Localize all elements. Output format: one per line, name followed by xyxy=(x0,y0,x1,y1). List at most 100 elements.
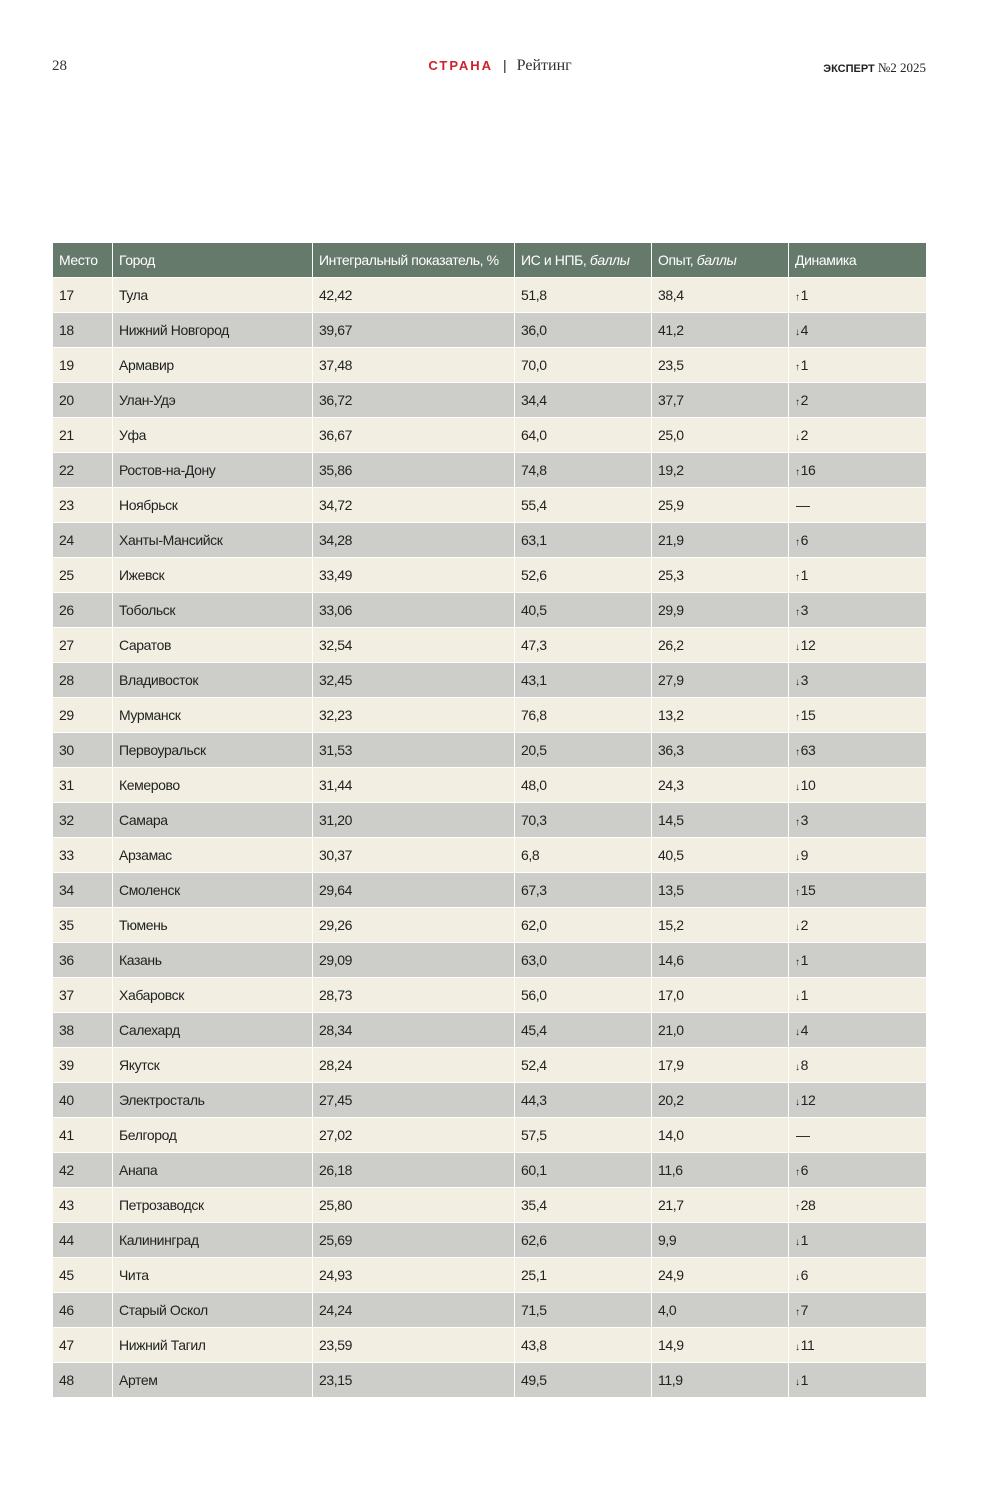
table-row: 21 Уфа 36,67 64,0 25,0 ↓2 xyxy=(53,418,926,453)
arrow-up-icon: ↑ xyxy=(795,1307,800,1318)
cell-city: Тобольск xyxy=(113,593,313,628)
dynamics-value: 8 xyxy=(800,1057,809,1073)
cell-dynamics: ↓2 xyxy=(789,418,926,453)
cell-place: 44 xyxy=(53,1223,113,1258)
dynamics-value: 11 xyxy=(800,1337,815,1353)
cell-integral: 36,67 xyxy=(313,418,515,453)
dynamics-value: 16 xyxy=(800,462,816,478)
cell-integral: 27,45 xyxy=(313,1083,515,1118)
cell-dynamics: ↓9 xyxy=(789,838,926,873)
dynamics-value: 6 xyxy=(800,532,809,548)
arrow-up-icon: ↑ xyxy=(795,957,800,968)
cell-experience: 13,2 xyxy=(652,698,789,733)
cell-place: 36 xyxy=(53,943,113,978)
section-separator: | xyxy=(503,57,507,73)
cell-experience: 21,0 xyxy=(652,1013,789,1048)
cell-experience: 20,2 xyxy=(652,1083,789,1118)
cell-city: Якутск xyxy=(113,1048,313,1083)
table-row: 17 Тула 42,42 51,8 38,4 ↑1 xyxy=(53,278,926,313)
table-row: 18 Нижний Новгород 39,67 36,0 41,2 ↓4 xyxy=(53,313,926,348)
cell-experience: 29,9 xyxy=(652,593,789,628)
cell-place: 48 xyxy=(53,1363,113,1398)
cell-city: Смоленск xyxy=(113,873,313,908)
cell-place: 34 xyxy=(53,873,113,908)
column-header-is-npb-unit: баллы xyxy=(589,252,630,268)
cell-dynamics: ↑15 xyxy=(789,698,926,733)
cell-dynamics: ↓6 xyxy=(789,1258,926,1293)
cell-is-npb: 34,4 xyxy=(515,383,652,418)
arrow-up-icon: ↑ xyxy=(795,712,800,723)
cell-place: 31 xyxy=(53,768,113,803)
table-row: 25 Ижевск 33,49 52,6 25,3 ↑1 xyxy=(53,558,926,593)
cell-city: Ноябрьск xyxy=(113,488,313,523)
dynamics-value: 28 xyxy=(800,1197,816,1213)
cell-city: Электросталь xyxy=(113,1083,313,1118)
issue-number: №2 2025 xyxy=(877,60,926,75)
cell-city: Салехард xyxy=(113,1013,313,1048)
cell-city: Ханты-Мансийск xyxy=(113,523,313,558)
cell-city: Казань xyxy=(113,943,313,978)
cell-dynamics: ↑7 xyxy=(789,1293,926,1328)
cell-is-npb: 74,8 xyxy=(515,453,652,488)
arrow-down-icon: ↓ xyxy=(795,677,800,688)
cell-dynamics: ↓1 xyxy=(789,978,926,1013)
cell-dynamics: — xyxy=(789,1118,926,1153)
dynamics-value: 1 xyxy=(800,987,809,1003)
cell-dynamics: ↓4 xyxy=(789,1013,926,1048)
cell-place: 19 xyxy=(53,348,113,383)
cell-integral: 28,24 xyxy=(313,1048,515,1083)
cell-city: Саратов xyxy=(113,628,313,663)
cell-experience: 40,5 xyxy=(652,838,789,873)
cell-integral: 29,26 xyxy=(313,908,515,943)
cell-experience: 14,5 xyxy=(652,803,789,838)
cell-is-npb: 51,8 xyxy=(515,278,652,313)
dynamics-value: 9 xyxy=(800,847,809,863)
cell-dynamics: ↑2 xyxy=(789,383,926,418)
cell-place: 23 xyxy=(53,488,113,523)
table-row: 47 Нижний Тагил 23,59 43,8 14,9 ↓11 xyxy=(53,1328,926,1363)
cell-experience: 36,3 xyxy=(652,733,789,768)
cell-integral: 30,37 xyxy=(313,838,515,873)
table-row: 28 Владивосток 32,45 43,1 27,9 ↓3 xyxy=(53,663,926,698)
cell-dynamics: ↑16 xyxy=(789,453,926,488)
cell-dynamics: ↑1 xyxy=(789,348,926,383)
cell-is-npb: 76,8 xyxy=(515,698,652,733)
dynamics-value: 1 xyxy=(800,287,809,303)
cell-city: Чита xyxy=(113,1258,313,1293)
cell-experience: 9,9 xyxy=(652,1223,789,1258)
cell-experience: 26,2 xyxy=(652,628,789,663)
table-row: 31 Кемерово 31,44 48,0 24,3 ↓10 xyxy=(53,768,926,803)
section-subtitle: Рейтинг xyxy=(516,57,572,74)
cell-is-npb: 71,5 xyxy=(515,1293,652,1328)
cell-dynamics: ↑63 xyxy=(789,733,926,768)
cell-place: 39 xyxy=(53,1048,113,1083)
cell-city: Артем xyxy=(113,1363,313,1398)
column-header-integral: Интегральный показатель, % xyxy=(313,243,515,278)
dynamics-value: 3 xyxy=(800,602,809,618)
cell-experience: 11,9 xyxy=(652,1363,789,1398)
cell-city: Улан-Удэ xyxy=(113,383,313,418)
cell-dynamics: ↑1 xyxy=(789,278,926,313)
cell-place: 27 xyxy=(53,628,113,663)
section-title: СТРАНА | Рейтинг xyxy=(0,57,1000,75)
cell-dynamics: ↓10 xyxy=(789,768,926,803)
table-row: 24 Ханты-Мансийск 34,28 63,1 21,9 ↑6 xyxy=(53,523,926,558)
table-row: 22 Ростов-на-Дону 35,86 74,8 19,2 ↑16 xyxy=(53,453,926,488)
cell-is-npb: 70,0 xyxy=(515,348,652,383)
cell-is-npb: 52,6 xyxy=(515,558,652,593)
cell-is-npb: 25,1 xyxy=(515,1258,652,1293)
dynamics-value: 15 xyxy=(800,707,816,723)
arrow-down-icon: ↓ xyxy=(795,1062,800,1073)
cell-dynamics: ↑3 xyxy=(789,593,926,628)
cell-integral: 35,86 xyxy=(313,453,515,488)
dynamics-value: 10 xyxy=(800,777,816,793)
cell-dynamics: ↓1 xyxy=(789,1223,926,1258)
cell-dynamics: ↑28 xyxy=(789,1188,926,1223)
table-row: 34 Смоленск 29,64 67,3 13,5 ↑15 xyxy=(53,873,926,908)
cell-experience: 14,6 xyxy=(652,943,789,978)
cell-integral: 31,53 xyxy=(313,733,515,768)
arrow-down-icon: ↓ xyxy=(795,1377,800,1388)
rating-table: Место Город Интегральный показатель, % И… xyxy=(53,243,926,1398)
cell-integral: 36,72 xyxy=(313,383,515,418)
cell-experience: 25,0 xyxy=(652,418,789,453)
